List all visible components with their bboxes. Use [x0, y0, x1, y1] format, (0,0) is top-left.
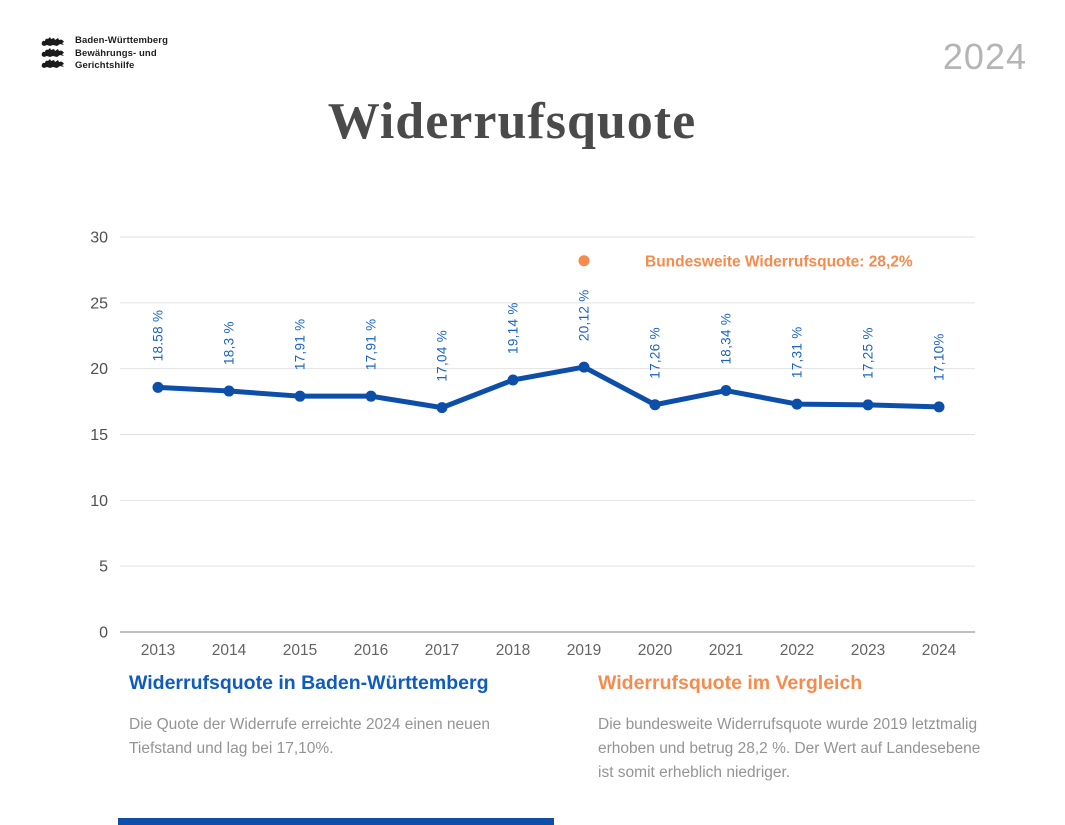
data-point-2018 — [507, 374, 519, 386]
x-tick-label-2016: 2016 — [354, 642, 388, 659]
page-title: Widerrufsquote — [327, 93, 697, 150]
series-line — [155, 364, 942, 411]
lion-icon — [41, 37, 64, 46]
y-tick-label-30: 30 — [90, 230, 108, 247]
point-label-2024: 17,10% — [932, 333, 947, 381]
point-label-2021: 18,34 % — [719, 313, 734, 365]
bw-crest-icon — [41, 37, 64, 68]
data-point-2022 — [791, 398, 803, 410]
footer-left-heading: Widerrufsquote in Baden-Württemberg — [129, 672, 489, 694]
footer-right-heading: Widerrufsquote im Vergleich — [598, 672, 863, 694]
y-tick-label-15: 15 — [90, 427, 108, 444]
x-tick-label-2013: 2013 — [141, 642, 175, 659]
data-point-2015 — [294, 390, 306, 402]
point-label-2013: 18.58 % — [151, 310, 166, 362]
point-label-2022: 17,31 % — [790, 326, 805, 378]
point-label-2015: 17,91 % — [293, 319, 308, 371]
point-label-2017: 17,04 % — [435, 330, 450, 382]
x-tick-label-2020: 2020 — [638, 642, 673, 659]
data-point-2017 — [436, 402, 448, 414]
x-tick-label-2018: 2018 — [496, 642, 530, 659]
x-tick-label-2019: 2019 — [567, 642, 601, 659]
y-tick-label-10: 10 — [90, 493, 108, 510]
logo-text: Baden-Württemberg Bewährungs- und Gerich… — [75, 35, 168, 73]
x-tick-label-2014: 2014 — [212, 642, 247, 659]
data-point-2023 — [862, 399, 874, 411]
x-tick-label-2021: 2021 — [709, 642, 743, 659]
x-tick-label-2023: 2023 — [851, 642, 885, 659]
y-tick-label-0: 0 — [99, 625, 108, 642]
annotation-dot — [578, 255, 590, 267]
year-badge: 2024 — [942, 36, 1027, 77]
point-label-2014: 18,3 % — [222, 321, 237, 365]
data-point-2014 — [223, 385, 235, 397]
point-label-2018: 19,14 % — [506, 302, 521, 354]
x-tick-label-2015: 2015 — [283, 642, 317, 659]
x-tick-label-2022: 2022 — [780, 642, 814, 659]
footer-right-section: Widerrufsquote im Vergleich Die bundeswe… — [598, 670, 990, 785]
data-point-2016 — [365, 390, 377, 402]
lion-icon — [41, 59, 64, 68]
data-point-2024 — [933, 401, 945, 413]
bottom-accent-bar — [118, 818, 554, 825]
lion-icon — [41, 48, 64, 57]
data-point-2021 — [720, 385, 732, 397]
data-point-2020 — [649, 399, 661, 411]
data-point-2013 — [152, 381, 164, 393]
y-tick-label-20: 20 — [90, 361, 108, 378]
point-label-2019: 20,12 % — [577, 289, 592, 341]
logo: Baden-Württemberg Bewährungs- und Gerich… — [40, 35, 168, 73]
x-tick-label-2017: 2017 — [425, 642, 459, 659]
x-tick-label-2024: 2024 — [922, 642, 957, 659]
point-label-2023: 17,25 % — [861, 327, 876, 379]
annotation-label: Bundesweite Widerrufsquote: 28,2% — [645, 254, 913, 271]
y-tick-label-5: 5 — [99, 559, 108, 576]
footer-left-section: Widerrufsquote in Baden-Württemberg Die … — [129, 670, 527, 761]
point-label-2016: 17,91 % — [364, 319, 379, 371]
footer-right-body: Die bundesweite Widerrufsquote wurde 201… — [598, 716, 981, 781]
data-point-2019 — [578, 361, 590, 373]
y-tick-label-25: 25 — [90, 295, 108, 312]
logo-line-3: Gerichtshilfe — [75, 60, 135, 71]
point-label-2020: 17,26 % — [648, 327, 663, 379]
logo-line-2: Bewährungs- und — [75, 47, 157, 59]
logo-line-1: Baden-Württemberg — [75, 35, 169, 46]
footer-left-body: Die Quote der Widerrufe erreichte 2024 e… — [129, 716, 491, 757]
